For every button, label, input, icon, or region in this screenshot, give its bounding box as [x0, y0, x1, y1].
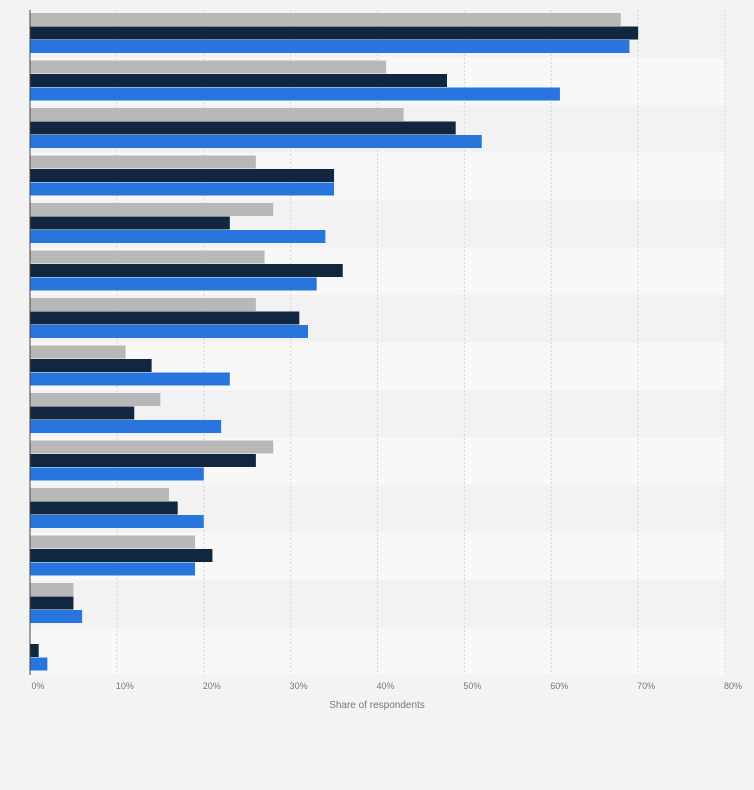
bar-series-3	[30, 325, 308, 338]
bar-series-1	[30, 108, 404, 121]
bar-series-2	[30, 264, 343, 277]
bar-series-1	[30, 60, 387, 74]
bar-series-3	[30, 515, 204, 528]
bar-series-3	[30, 135, 482, 148]
bar-series-2	[30, 311, 300, 325]
x-tick-label: 0%	[31, 681, 44, 691]
bar-series-3	[30, 230, 326, 243]
bar-series-2	[30, 596, 74, 610]
bar-series-3	[30, 372, 230, 386]
x-tick-labels: 0% 10% 20% 30% 40% 50% 60% 70% 80%	[31, 681, 742, 691]
bar-series-1	[30, 583, 74, 596]
x-tick-label: 10%	[116, 681, 134, 691]
bar-series-2	[30, 216, 230, 230]
bar-series-2	[30, 74, 447, 87]
bar-series-1	[30, 488, 169, 501]
x-tick-label: 80%	[724, 681, 742, 691]
bar-series-2	[30, 121, 456, 135]
bar-series-2	[30, 501, 178, 515]
bar-series-2	[30, 454, 256, 467]
bar-series-1	[30, 250, 265, 264]
bar-series-2	[30, 406, 135, 420]
bar-series-2	[30, 169, 335, 182]
x-tick-label: 50%	[463, 681, 481, 691]
bar-series-1	[30, 345, 126, 359]
x-tick-label: 40%	[376, 681, 394, 691]
bar-series-1	[30, 298, 256, 311]
x-axis-label: Share of respondents	[329, 700, 425, 711]
bar-series-1	[30, 535, 196, 549]
x-tick-label: 20%	[203, 681, 221, 691]
bar-series-3	[30, 182, 335, 196]
bars	[30, 13, 639, 671]
bar-series-1	[30, 393, 161, 406]
x-tick-label: 70%	[637, 681, 655, 691]
bar-series-3	[30, 657, 48, 671]
x-tick-label: 60%	[550, 681, 568, 691]
x-tick-label: 30%	[290, 681, 308, 691]
bar-series-3	[30, 562, 196, 576]
bar-series-2	[30, 26, 639, 40]
bar-series-3	[30, 467, 204, 481]
bar-series-1	[30, 203, 274, 216]
bar-series-2	[30, 644, 39, 657]
bar-series-1	[30, 440, 274, 454]
bar-series-1	[30, 13, 621, 26]
bar-series-3	[30, 40, 630, 53]
bar-series-3	[30, 277, 317, 291]
bar-series-3	[30, 87, 560, 101]
bar-series-3	[30, 420, 222, 433]
bar-series-1	[30, 155, 256, 169]
bar-series-2	[30, 359, 152, 372]
bar-series-2	[30, 549, 213, 562]
bar-series-3	[30, 610, 83, 623]
gridlines	[116, 10, 726, 675]
